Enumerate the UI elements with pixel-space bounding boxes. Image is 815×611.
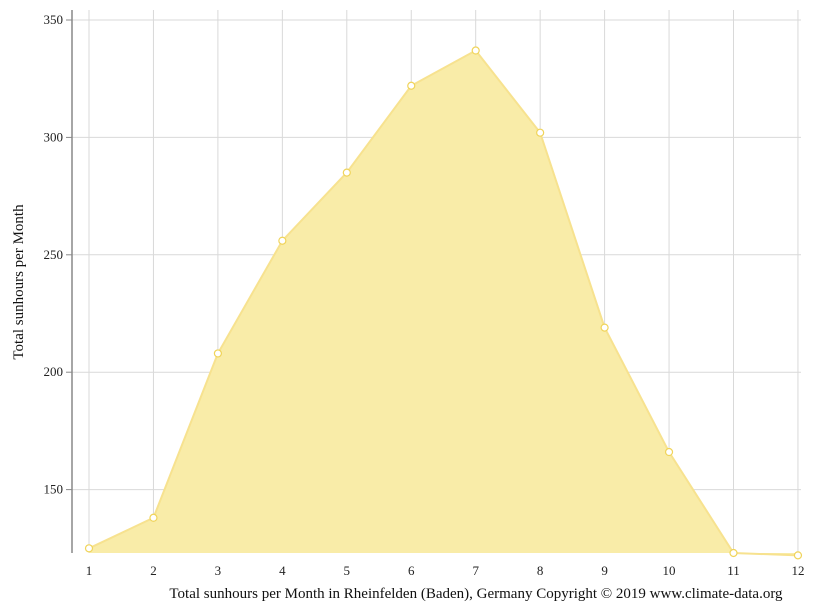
x-tick-label: 9: [601, 563, 608, 578]
data-point: [536, 128, 545, 137]
y-tick-label: 300: [44, 129, 64, 144]
x-tick-label: 6: [408, 563, 415, 578]
data-point: [600, 323, 609, 332]
y-tick-label: 200: [44, 364, 64, 379]
x-tick-label: 8: [537, 563, 544, 578]
x-tick-label: 7: [472, 563, 479, 578]
data-point: [84, 544, 94, 553]
x-tick-label: 10: [663, 563, 676, 578]
y-tick-label: 150: [44, 482, 64, 497]
x-tick-label: 3: [215, 563, 222, 578]
y-axis-title: Total sunhours per Month: [11, 204, 27, 360]
x-tick-label: 11: [727, 563, 740, 578]
data-point: [407, 81, 416, 90]
x-tick-label: 12: [791, 563, 804, 578]
data-point: [278, 236, 287, 245]
y-tick-label: 350: [44, 12, 64, 27]
x-tick-label: 2: [150, 563, 157, 578]
data-markers: [84, 46, 803, 560]
x-axis-ticks: 1 2 3 4 5 6 7 8 9 10 11 12: [86, 563, 805, 578]
data-point: [149, 513, 158, 522]
data-point: [664, 447, 674, 457]
data-point: [213, 349, 222, 358]
y-axis-ticks: 150 200 250 300 350: [44, 12, 72, 497]
data-point: [729, 548, 738, 558]
y-tick-label: 250: [44, 247, 64, 262]
x-tick-label: 1: [86, 563, 93, 578]
data-point: [471, 46, 480, 55]
area-fill: [89, 50, 798, 556]
x-tick-label: 5: [344, 563, 351, 578]
data-point: [793, 551, 803, 560]
series-line: [88, 49, 798, 557]
x-tick-label: 4: [279, 563, 286, 578]
data-point: [342, 168, 351, 177]
x-axis-caption: Total sunhours per Month in Rheinfelden …: [169, 586, 783, 602]
